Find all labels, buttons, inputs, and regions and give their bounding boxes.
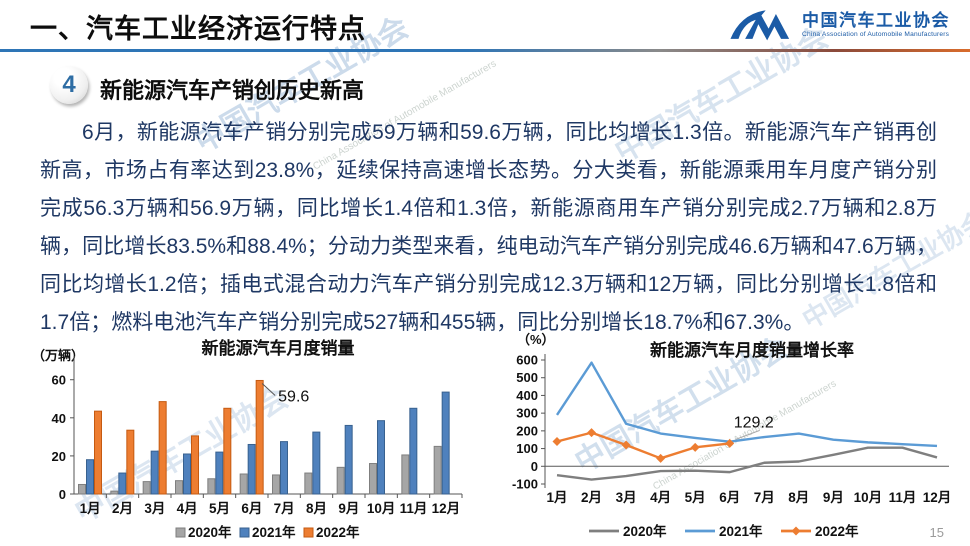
- line-chart-unit-label: （%）: [517, 332, 555, 347]
- line-chart-annotation: 129.2: [734, 414, 774, 431]
- svg-text:11月: 11月: [889, 490, 917, 505]
- svg-text:12月: 12月: [923, 490, 952, 505]
- svg-text:0: 0: [531, 459, 538, 474]
- svg-text:7月: 7月: [754, 490, 775, 505]
- svg-text:-100: -100: [512, 477, 538, 492]
- svg-text:60: 60: [52, 373, 66, 388]
- svg-text:1月: 1月: [80, 501, 101, 516]
- svg-text:6月: 6月: [241, 501, 262, 516]
- caam-logo-en: China Association of Automobile Manufact…: [802, 30, 950, 38]
- svg-text:5月: 5月: [685, 490, 706, 505]
- svg-text:9月: 9月: [823, 490, 844, 505]
- svg-text:10月: 10月: [854, 490, 883, 505]
- svg-text:20: 20: [52, 449, 66, 464]
- svg-text:2022年: 2022年: [815, 523, 859, 539]
- svg-text:500: 500: [516, 370, 538, 385]
- svg-text:40: 40: [52, 411, 66, 426]
- bar-chart-annotation: 59.6: [278, 388, 309, 405]
- section-title: 新能源汽车产销创历史新高: [100, 78, 365, 103]
- body-paragraph: 6月，新能源汽车产销分别完成59万辆和59.6万辆，同比均增长1.3倍。新能源汽…: [40, 121, 937, 334]
- line-chart-title: 新能源汽车月度销量增长率: [650, 340, 854, 360]
- svg-text:4月: 4月: [177, 501, 198, 516]
- svg-text:200: 200: [516, 423, 538, 438]
- svg-text:8月: 8月: [788, 490, 809, 505]
- section-number-badge: 4: [50, 66, 88, 104]
- svg-text:12月: 12月: [432, 501, 461, 516]
- svg-text:2月: 2月: [581, 490, 602, 505]
- svg-text:8月: 8月: [306, 501, 327, 516]
- caam-logo-cn: 中国汽车工业协会: [802, 11, 950, 31]
- svg-text:11月: 11月: [400, 501, 428, 516]
- page-title: 一、汽车工业经济运行特点: [30, 14, 366, 44]
- svg-text:2021年: 2021年: [719, 523, 763, 539]
- svg-text:0: 0: [59, 487, 66, 502]
- svg-text:3月: 3月: [616, 490, 637, 505]
- svg-text:600: 600: [516, 353, 538, 368]
- bar-chart-unit-label: （万辆）: [32, 348, 84, 363]
- svg-text:9月: 9月: [338, 501, 359, 516]
- svg-text:10月: 10月: [367, 501, 396, 516]
- header-divider: [0, 49, 970, 52]
- svg-text:300: 300: [516, 406, 538, 421]
- svg-text:2022年: 2022年: [316, 524, 360, 540]
- svg-text:2021年: 2021年: [252, 524, 296, 540]
- svg-text:7月: 7月: [274, 501, 295, 516]
- svg-text:6月: 6月: [719, 490, 740, 505]
- svg-text:2020年: 2020年: [623, 523, 667, 539]
- svg-text:5月: 5月: [209, 501, 230, 516]
- monthly-sales-bar-chart: 新能源汽车月度销量 （万辆） 0 20 40 60 1月 2月 3月 4月 5月 6月 7月 8月 9月 10…: [32, 338, 463, 540]
- bar-chart-title: 新能源汽车月度销量: [202, 338, 355, 358]
- svg-text:2月: 2月: [112, 501, 133, 516]
- caam-logo: 中国汽车工业协会 China Association of Automobile…: [729, 6, 950, 44]
- page-number: 15: [929, 525, 944, 540]
- caam-logo-icon: [730, 10, 790, 41]
- monthly-sales-chart-container: 新能源汽车月度销量 （万辆） 0 20 40 60 1月 2月 3月 4月 5月 6月 7月 8月 9月 10…: [26, 330, 470, 546]
- svg-text:3月: 3月: [144, 501, 165, 516]
- svg-text:1月: 1月: [546, 490, 567, 505]
- svg-text:400: 400: [516, 388, 538, 403]
- svg-text:4月: 4月: [650, 490, 671, 505]
- svg-text:2020年: 2020年: [188, 524, 232, 540]
- svg-text:100: 100: [516, 441, 538, 456]
- growth-rate-line-chart: 新能源汽车月度销量增长率 （%） 600 500 400 300 200 100 0 -100 1月…: [512, 332, 952, 539]
- growth-rate-chart-container: 新能源汽车月度销量增长率 （%） 600 500 400 300 200 100 0 -100 1月…: [493, 330, 963, 546]
